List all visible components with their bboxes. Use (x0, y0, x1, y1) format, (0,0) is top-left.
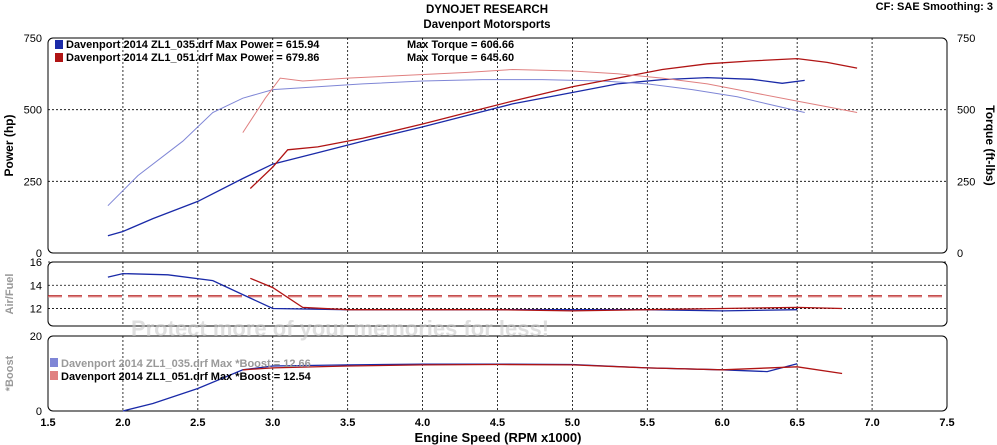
boost-legend-swatch (50, 371, 58, 380)
y2-axis-label: Torque (ft-lbs) (983, 105, 997, 185)
watermark-text: Protect more of your memories for less! (131, 316, 549, 341)
x-axis-label: Engine Speed (RPM x1000) (415, 430, 582, 445)
boost-tick-label: 20 (30, 331, 42, 343)
x-tick-label: 2.0 (115, 417, 130, 429)
boost-tick-label: 0 (36, 406, 42, 418)
legend-torque-label: Max Torque = 645.60 (407, 52, 514, 64)
y2-tick-label: 0 (957, 248, 963, 260)
legend-label: Davenport 2014 ZL1_051.drf Max Power = 6… (66, 52, 319, 64)
chart-subtitle: Davenport Motorsports (423, 19, 550, 31)
x-tick-label: 3.0 (265, 417, 280, 429)
series-line-boost-1 (242, 363, 843, 375)
boost-axis-label: *Boost (4, 355, 16, 391)
y-tick-label: 250 (24, 176, 42, 188)
af-tick-label: 16 (30, 257, 42, 269)
boost-legend-label: Davenport 2014 ZL1_051.drf Max *Boost = … (61, 371, 312, 383)
x-tick-label: 6.5 (790, 417, 805, 429)
x-tick-label: 7.5 (939, 417, 954, 429)
x-tick-label: 7.0 (864, 417, 879, 429)
chart-title: DYNOJET RESEARCH (426, 4, 548, 16)
series-line-main-3 (242, 68, 858, 133)
x-tick-label: 3.5 (340, 417, 355, 429)
series-line-main-0 (107, 76, 805, 237)
settings-label: CF: SAE Smoothing: 3 (876, 1, 993, 13)
x-tick-label: 2.5 (190, 417, 205, 429)
af-tick-label: 14 (30, 280, 42, 292)
boost-legend-label: Davenport 2014 ZL1_035.drf Max *Boost = … (61, 358, 311, 370)
x-tick-label: 5.0 (565, 417, 580, 429)
series-line-main-1 (107, 79, 805, 207)
x-tick-label: 4.5 (490, 417, 505, 429)
x-tick-label: 4.0 (415, 417, 430, 429)
legend-torque-label: Max Torque = 606.66 (407, 39, 514, 51)
legend-label: Davenport 2014 ZL1_035.drf Max Power = 6… (66, 39, 320, 51)
y-tick-label: 500 (24, 105, 42, 117)
x-tick-label: 1.5 (40, 417, 55, 429)
x-tick-label: 6.0 (715, 417, 730, 429)
y-tick-label: 0 (36, 248, 42, 260)
chart-panels: 0 250 500 750 0 250 500 750 Power (hp) Torque (ft… (2, 33, 997, 429)
y-tick-label: 750 (24, 33, 42, 45)
x-tick-label: 5.5 (640, 417, 655, 429)
legend-swatch (55, 40, 63, 49)
y-axis-label: Power (hp) (2, 114, 16, 176)
af-tick-label: 12 (30, 304, 42, 316)
series-line-main-2 (249, 57, 858, 189)
af-axis-label: Air/Fuel (4, 274, 16, 315)
y2-tick-label: 250 (957, 176, 975, 188)
boost-legend-swatch (50, 358, 58, 367)
legend-swatch (55, 53, 63, 62)
y2-tick-label: 500 (957, 105, 975, 117)
series-line-af-1 (250, 277, 843, 312)
y2-tick-label: 750 (957, 33, 975, 45)
